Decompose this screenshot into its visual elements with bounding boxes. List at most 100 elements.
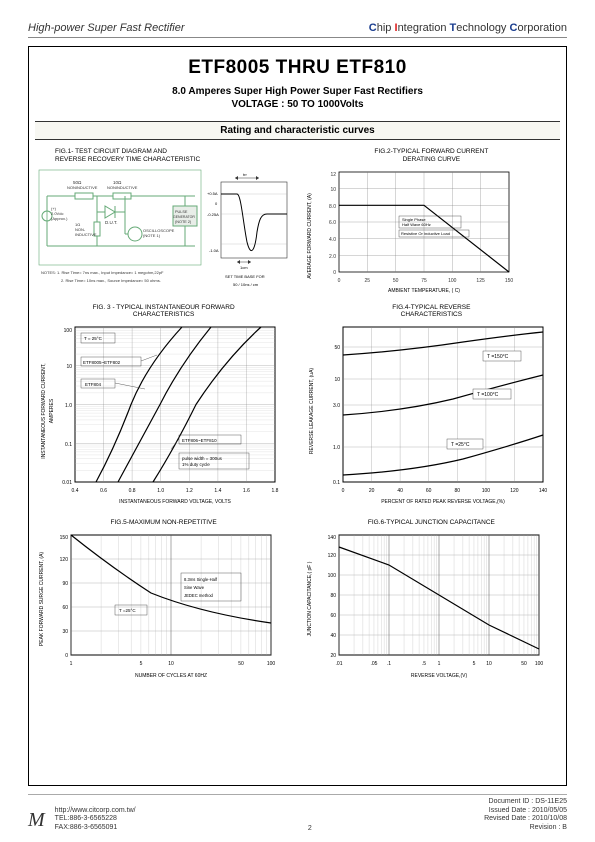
svg-text:50 / 10ns / cm: 50 / 10ns / cm xyxy=(233,282,259,287)
svg-text:6.0: 6.0 xyxy=(329,220,336,226)
svg-text:150: 150 xyxy=(505,278,514,284)
svg-text:120: 120 xyxy=(327,553,336,559)
svg-text:1: 1 xyxy=(70,661,73,667)
svg-text:.01: .01 xyxy=(335,661,342,667)
svg-text:60: 60 xyxy=(62,605,68,611)
svg-text:GENERATOR: GENERATOR xyxy=(173,215,195,219)
fig4: FIG.4-TYPICAL REVERSE CHARACTERISTICS xyxy=(303,304,560,512)
svg-text:REVERSE VOLTAGE,(V): REVERSE VOLTAGE,(V) xyxy=(411,673,468,679)
svg-text:60: 60 xyxy=(426,488,432,494)
svg-text:AMPERES: AMPERES xyxy=(49,398,55,423)
svg-text:4.0: 4.0 xyxy=(329,237,336,243)
svg-text:1.0: 1.0 xyxy=(65,403,72,409)
svg-text:2. Rise Time= 10ns max., Sourc: 2. Rise Time= 10ns max., Source Impedanc… xyxy=(61,278,161,283)
svg-text:75: 75 xyxy=(421,278,427,284)
svg-text:100: 100 xyxy=(535,661,544,667)
svg-text:10: 10 xyxy=(334,377,340,383)
svg-text:12: 12 xyxy=(330,172,336,178)
svg-text:100: 100 xyxy=(448,278,457,284)
svg-text:Resistive Or Inductive Load: Resistive Or Inductive Load xyxy=(401,231,450,236)
svg-text:150: 150 xyxy=(60,535,69,541)
svg-text:pulse width = 300us: pulse width = 300us xyxy=(182,456,223,461)
fig3-title: FIG. 3 - TYPICAL INSTANTANEOUR FORWARD C… xyxy=(35,304,292,320)
section-band: Rating and characteristic curves xyxy=(35,121,560,140)
svg-text:1cm: 1cm xyxy=(240,265,248,270)
svg-text:30: 30 xyxy=(62,629,68,635)
svg-text:NOTES: 1. Rise Time= 7ns max.,: NOTES: 1. Rise Time= 7ns max., Input Imp… xyxy=(41,270,164,275)
fig4-svg: T =150°C T =100°C T =25°C 0.11.03.0 1050 xyxy=(303,321,558,511)
fig4-title: FIG.4-TYPICAL REVERSE CHARACTERISTICS xyxy=(303,304,560,320)
svg-text:120: 120 xyxy=(60,557,69,563)
svg-text:40: 40 xyxy=(397,488,403,494)
fig5-title: FIG.5-MAXIMUM NON-REPETITIVE xyxy=(35,519,292,527)
svg-text:50: 50 xyxy=(521,661,527,667)
svg-text:0: 0 xyxy=(215,201,218,206)
svg-text:trr: trr xyxy=(243,172,247,177)
page-title: ETF8005 THRU ETF810 xyxy=(35,57,560,79)
svg-text:1.6: 1.6 xyxy=(243,488,250,494)
svg-text:125: 125 xyxy=(476,278,485,284)
svg-text:INDUCTIVE: INDUCTIVE xyxy=(75,232,97,237)
logo-icon: M xyxy=(28,809,45,832)
fig6-svg: 204060 80100120140 .01.05.1 .515 1050100… xyxy=(303,529,558,684)
footer-tel: TEL:886-3-6565228 xyxy=(55,815,136,823)
svg-text:Sine Wave: Sine Wave xyxy=(184,585,205,590)
svg-text:1.0: 1.0 xyxy=(157,488,164,494)
svg-text:JEDEC method: JEDEC method xyxy=(184,593,214,598)
svg-text:0.1: 0.1 xyxy=(65,442,72,448)
svg-text:5: 5 xyxy=(140,661,143,667)
svg-text:0: 0 xyxy=(333,270,336,276)
svg-text:20: 20 xyxy=(330,653,336,659)
svg-text:140: 140 xyxy=(327,535,336,541)
svg-text:0: 0 xyxy=(341,488,344,494)
footer-issued: Issued Date : 2010/05/05 xyxy=(484,807,567,815)
svg-text:0.6: 0.6 xyxy=(100,488,107,494)
svg-text:PULSE: PULSE xyxy=(175,210,188,214)
svg-text:(Approx.): (Approx.) xyxy=(51,216,68,221)
svg-text:ETF8005~ETF802: ETF8005~ETF802 xyxy=(83,360,121,365)
svg-text:90: 90 xyxy=(62,581,68,587)
footer-revised: Revised Date : 2010/10/08 xyxy=(484,815,567,823)
svg-text:1.0: 1.0 xyxy=(333,445,340,451)
svg-text:80: 80 xyxy=(330,593,336,599)
fig3-svg: T = 25°C ETF8005~ETF802 ETF804 ETF806~ET… xyxy=(35,321,290,511)
svg-text:0.01: 0.01 xyxy=(62,480,72,486)
svg-text:PERCENT OF RATED PEAK REVERSE: PERCENT OF RATED PEAK REVERSE VOLTAGE,(%… xyxy=(381,499,505,505)
svg-text:-0.25A: -0.25A xyxy=(207,212,219,217)
svg-text:NONINDUCTIVE: NONINDUCTIVE xyxy=(107,185,138,190)
svg-text:10: 10 xyxy=(168,661,174,667)
svg-text:10: 10 xyxy=(66,364,72,370)
svg-text:120: 120 xyxy=(510,488,519,494)
fig2-svg: Single Phase Half Wave 60Hz Resistive Or… xyxy=(303,166,558,296)
svg-text:-1.0A: -1.0A xyxy=(209,248,219,253)
fig1: FIG.1- TEST CIRCUIT DIAGRAM AND REVERSE … xyxy=(35,148,292,296)
fig1-title: FIG.1- TEST CIRCUIT DIAGRAM AND REVERSE … xyxy=(35,148,292,164)
svg-text:60: 60 xyxy=(330,613,336,619)
svg-text:INSTANTANEOUS FORWARD VOLTAGE,: INSTANTANEOUS FORWARD VOLTAGE, VOLTS xyxy=(119,499,231,505)
svg-text:0.8: 0.8 xyxy=(129,488,136,494)
svg-text:T = 25°C: T = 25°C xyxy=(84,336,103,341)
fig2-title: FIG.2-TYPICAL FORWARD CURRENT DERATING C… xyxy=(303,148,560,164)
footer: M http://www.citcorp.com.tw/ TEL:886-3-6… xyxy=(28,794,567,832)
fig3: FIG. 3 - TYPICAL INSTANTANEOUR FORWARD C… xyxy=(35,304,292,512)
footer-doc: Document ID : DS-11E25 xyxy=(484,798,567,806)
svg-text:.5: .5 xyxy=(422,661,426,667)
svg-text:100: 100 xyxy=(481,488,490,494)
svg-text:0: 0 xyxy=(337,278,340,284)
svg-text:25: 25 xyxy=(364,278,370,284)
svg-text:NUMBER OF CYCLES AT 60HZ: NUMBER OF CYCLES AT 60HZ xyxy=(135,673,207,679)
svg-text:0.1: 0.1 xyxy=(333,480,340,486)
fig2: FIG.2-TYPICAL FORWARD CURRENT DERATING C… xyxy=(303,148,560,296)
svg-text:T =150°C: T =150°C xyxy=(487,354,509,360)
svg-text:SET TIME BASE FOR: SET TIME BASE FOR xyxy=(225,274,265,279)
svg-text:D.U.T.: D.U.T. xyxy=(105,220,118,225)
footer-url: http://www.citcorp.com.tw/ xyxy=(55,807,136,815)
svg-text:NONINDUCTIVE: NONINDUCTIVE xyxy=(67,185,98,190)
svg-text:T =100°C: T =100°C xyxy=(477,392,499,398)
svg-text:ETF806~ETF810: ETF806~ETF810 xyxy=(182,438,217,443)
page-number: 2 xyxy=(308,825,312,832)
fig5-svg: T =25°C 8.3ms Single-Half Sine Wave JEDE… xyxy=(35,529,290,684)
svg-text:(NOTE 2): (NOTE 2) xyxy=(175,220,192,224)
svg-text:20: 20 xyxy=(369,488,375,494)
svg-text:1.2: 1.2 xyxy=(186,488,193,494)
